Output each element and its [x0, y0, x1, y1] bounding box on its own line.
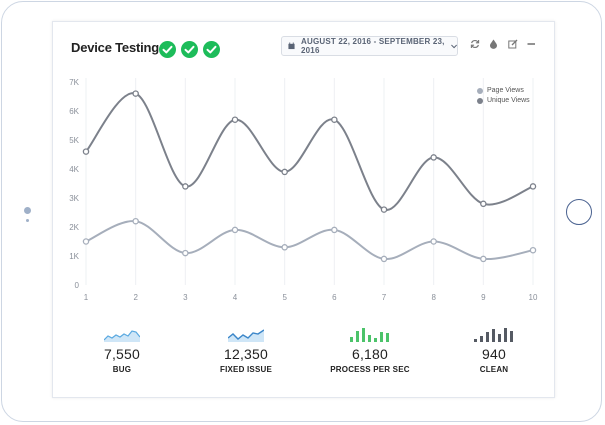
x-tick-label: 5 [282, 293, 287, 302]
home-button[interactable] [566, 199, 592, 225]
sparkline-bars-icon [474, 328, 513, 342]
data-point [281, 244, 288, 251]
legend-swatch-unique-views [477, 97, 483, 104]
data-point [132, 90, 139, 97]
data-point [182, 249, 189, 257]
calendar-icon [288, 42, 295, 50]
series-line-page-views [85, 220, 534, 261]
y-tick-label: 1K [69, 252, 79, 261]
data-point [480, 200, 487, 208]
x-tick-label: 4 [233, 293, 238, 302]
camera-dot [24, 207, 31, 214]
chevron-down-icon [450, 44, 457, 48]
y-tick-label: 2K [69, 223, 79, 232]
y-tick-label: 5K [69, 136, 79, 145]
data-point [281, 168, 288, 176]
check-icon [162, 45, 173, 54]
data-point [529, 246, 537, 254]
data-point [82, 148, 90, 155]
sensor-dot [26, 219, 29, 222]
data-point [380, 255, 388, 263]
stat-value: 7,550 [103, 346, 141, 362]
y-tick-label: 0 [75, 281, 80, 290]
check-badge-2 [181, 41, 198, 58]
line-chart: 1 2 3 4 5 6 7 8 9 10 0 1K 2K 3K 4K 5K 6K 7K [69, 78, 538, 302]
y-tick-label: 4K [69, 165, 79, 174]
stat-value: 940 [482, 346, 506, 362]
stat-fixed-issue: 12,350 FIXED ISSUE [186, 328, 306, 374]
dashboard-panel: Device Testing AUGUST 22, 2016 - SEPTEMB… [52, 21, 555, 398]
legend-label: Page Views [487, 87, 524, 94]
data-point [380, 206, 388, 213]
x-tick-label: 1 [84, 293, 89, 302]
data-point [231, 226, 239, 234]
stat-clean: 940 CLEAN [434, 328, 554, 374]
x-tick-label: 8 [431, 293, 436, 302]
legend-swatch-page-views [477, 87, 483, 94]
stat-process-per-sec: 6,180 PROCESS PER SEC [310, 328, 430, 374]
x-tick-label: 7 [382, 293, 387, 302]
data-point [480, 255, 487, 263]
page-title: Device Testing [71, 40, 159, 55]
data-point [132, 217, 139, 225]
stat-label: CLEAN [479, 365, 509, 374]
legend-label: Unique Views [487, 97, 530, 104]
y-tick-label: 7K [69, 78, 79, 87]
refresh-icon[interactable] [470, 39, 480, 49]
stat-label: BUG [112, 365, 132, 374]
check-icon [206, 45, 217, 54]
data-point [182, 183, 189, 190]
stat-value: 6,180 [351, 346, 389, 362]
data-point [331, 116, 338, 123]
x-tick-label: 6 [332, 293, 337, 302]
stat-label: PROCESS PER SEC [330, 365, 410, 374]
data-point [529, 183, 537, 190]
stat-value: 12,350 [223, 346, 269, 362]
legend-unique-views: Unique Views [477, 97, 530, 104]
x-tick-label: 9 [481, 293, 486, 302]
x-tick-label: 2 [133, 293, 138, 302]
data-point [82, 238, 90, 245]
data-point [430, 154, 437, 161]
data-point [430, 238, 437, 245]
date-range-label: AUGUST 22, 2016 - SEPTEMBER 23, 2016 [301, 37, 445, 55]
x-tick-label: 10 [529, 293, 538, 302]
edit-icon[interactable] [508, 39, 518, 49]
check-icon [184, 45, 195, 54]
series-line-unique-views [85, 92, 534, 211]
date-range-button[interactable]: AUGUST 22, 2016 - SEPTEMBER 23, 2016 [281, 36, 458, 56]
sparkline-bars-icon [350, 328, 389, 342]
data-point [231, 116, 239, 123]
stat-bug: 7,550 BUG [62, 328, 182, 374]
legend-page-views: Page Views [477, 87, 524, 94]
sparkline-area-icon [104, 330, 140, 342]
stat-label: FIXED ISSUE [220, 365, 272, 374]
y-tick-label: 3K [69, 194, 79, 203]
data-point [331, 226, 338, 234]
check-badge-3 [203, 41, 220, 58]
check-badge-1 [159, 41, 176, 58]
x-tick-label: 3 [183, 293, 188, 302]
sparkline-area-icon [228, 329, 264, 342]
y-tick-label: 6K [69, 107, 79, 116]
drop-icon[interactable] [489, 39, 498, 49]
minimize-icon[interactable] [527, 39, 536, 49]
